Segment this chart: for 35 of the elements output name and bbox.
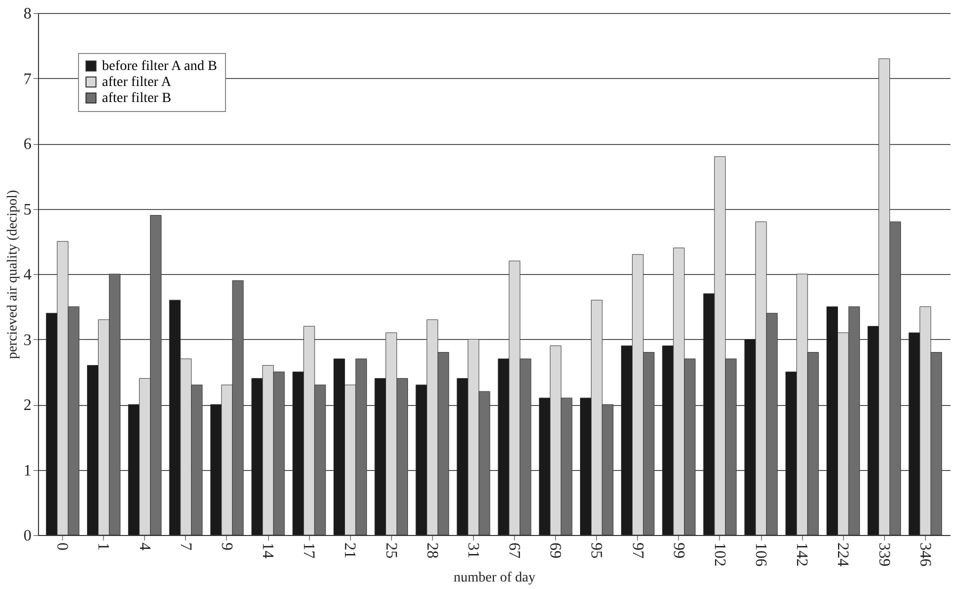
y-tick-label: 5 [24,201,32,218]
y-tick-label: 2 [24,397,32,414]
x-tick-label: 28 [423,542,440,558]
x-tick-label: 21 [341,542,358,558]
legend-label: after filter B [102,91,172,106]
x-tick-label: 14 [259,542,276,558]
y-tick-label: 1 [24,462,32,480]
x-tick-label: 339 [875,542,892,566]
x-tick-label: 7 [176,542,194,550]
x-axis-title: number of day [454,570,536,586]
x-tick-label: 99 [670,542,687,558]
x-tick-label: 25 [382,542,400,558]
x-tick-label: 346 [916,542,934,566]
x-tick-label: 31 [464,542,482,558]
x-tick-label: 97 [628,542,646,558]
y-tick-label: 4 [24,266,32,284]
x-tick-label: 67 [506,542,523,558]
y-tick-label: 6 [24,136,32,153]
x-tick-label: 4 [136,542,153,550]
y-axis-title: percieved air quality (decipol) [6,190,20,360]
x-tick-label: 102 [710,542,728,566]
x-tick-label: 95 [588,542,605,558]
legend-label: before filter A and B [102,59,218,74]
x-tick-label: 17 [300,542,318,558]
y-tick-label: 3 [24,332,32,349]
y-tick-label: 8 [24,6,32,22]
x-tick-label: 106 [752,542,770,566]
x-tick-label: 224 [834,542,852,566]
x-tick-label: 9 [218,542,235,550]
x-tick-label: 142 [793,542,810,566]
y-tick-label: 7 [24,70,32,88]
x-tick-label: 1 [94,542,112,550]
x-tick-label: 0 [54,542,71,550]
legend-label: after filter A [102,75,172,90]
x-tick-label: 69 [546,542,564,558]
